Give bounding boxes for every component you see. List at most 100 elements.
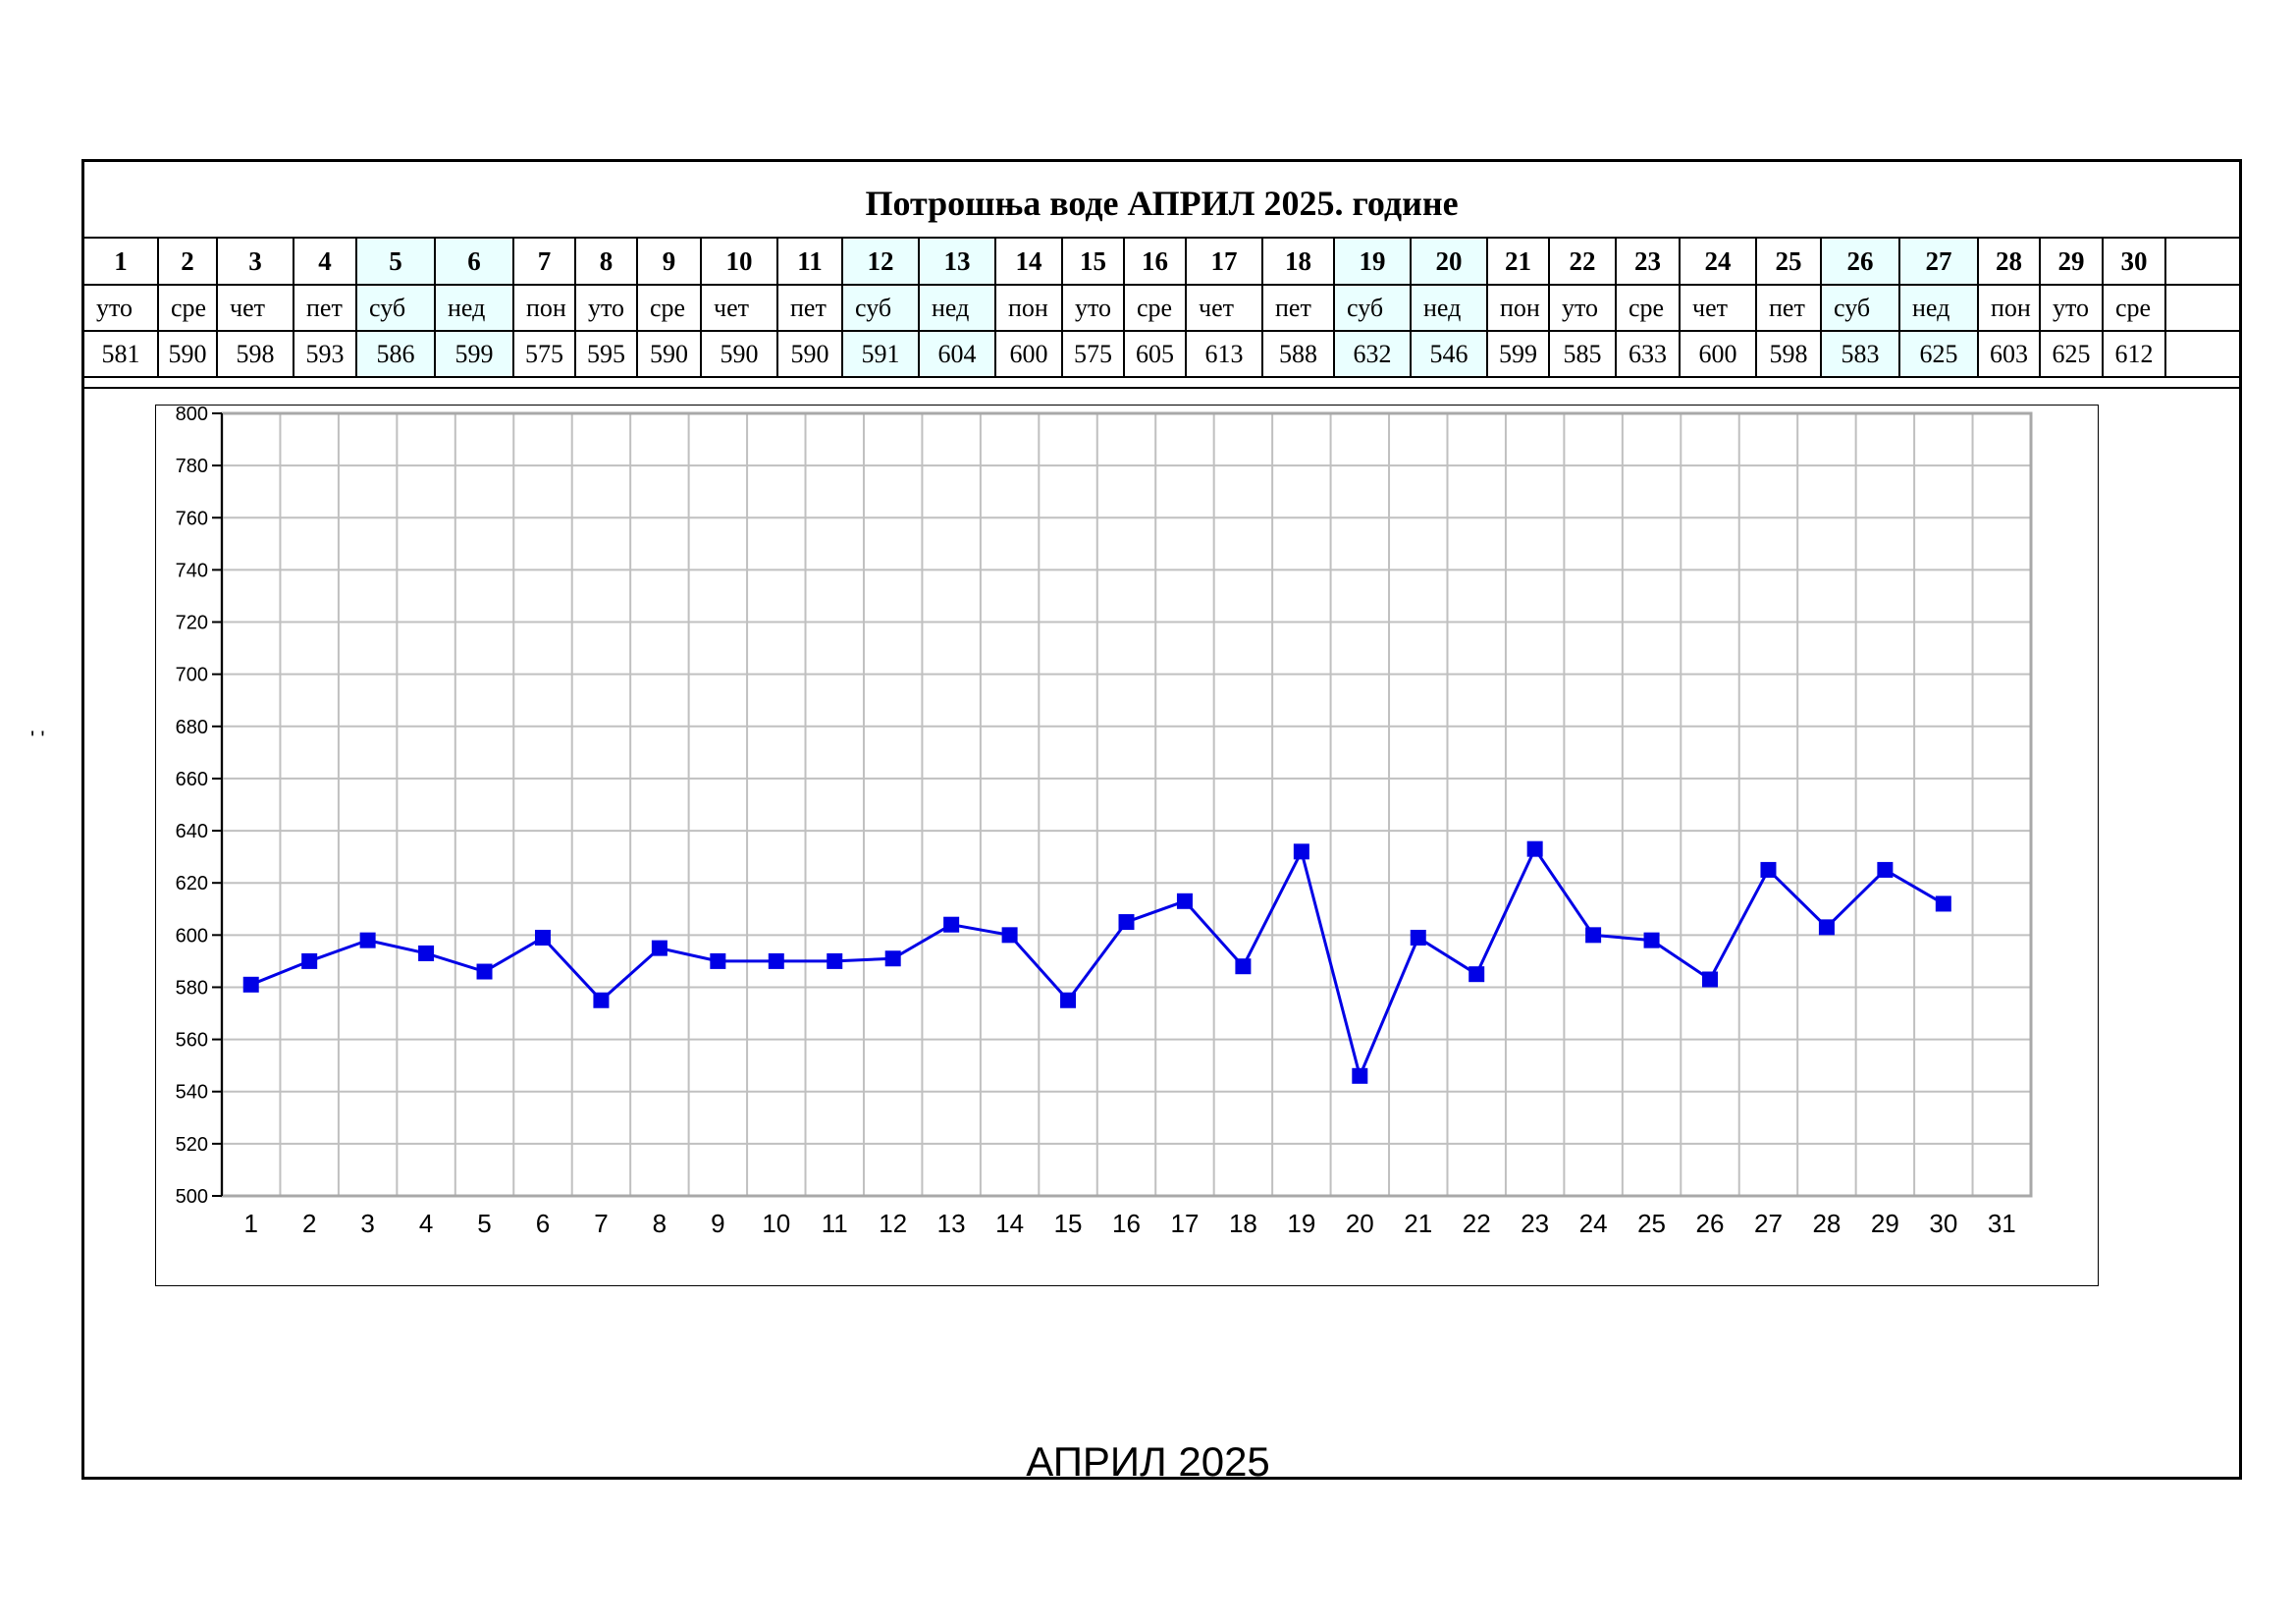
day-number-cell: 23 [1615,239,1681,286]
weekday-cell: суб [355,284,436,332]
data-point [1702,971,1719,988]
day-number-cell: 2 [157,239,218,286]
y-tick-label: 500 [176,1186,208,1208]
x-tick-label: 9 [711,1209,724,1238]
weekday-cell: сре [1123,284,1187,332]
daily-value-cell: 586 [355,330,436,378]
weekday-row: уто сре чет пет суб нед пон уто сре чет пет суб нед п… [84,284,2241,332]
daily-value-cell: 595 [574,330,638,378]
y-tick-label: 660 [176,769,208,790]
y-tick-label: 740 [176,560,208,581]
x-tick-label: 12 [879,1209,907,1238]
x-tick-label: 24 [1579,1209,1608,1238]
weekday-cell: пет [293,284,357,332]
data-point [768,952,784,969]
daily-data-table: 1 2 3 4 5 6 7 8 9 10 11 12 13 14 15 16 17 18 19 20 21 22 23 24 2… [84,239,2241,378]
day-number-cell: 7 [512,239,576,286]
weekday-cell: чет [700,284,778,332]
daily-value-cell: 590 [700,330,778,378]
x-tick-label: 30 [1929,1209,1957,1238]
weekday-cell: сре [1615,284,1681,332]
x-tick-label: 17 [1170,1209,1199,1238]
day-number-cell: 20 [1410,239,1488,286]
data-point [710,952,726,969]
day-number-cell: 3 [216,239,294,286]
day-number-cell: 6 [434,239,514,286]
x-tick-label: 10 [762,1209,790,1238]
daily-value-cell: 599 [1486,330,1550,378]
day-number-cell: 4 [293,239,357,286]
x-tick-label: 21 [1404,1209,1432,1238]
x-tick-label: 6 [536,1209,550,1238]
data-point [1060,992,1077,1008]
day-number-cell: 28 [1977,239,2041,286]
day-number-cell: 9 [636,239,702,286]
x-tick-label: 20 [1346,1209,1374,1238]
day-number-cell: 27 [1898,239,1979,286]
weekday-cell: пон [1977,284,2041,332]
weekday-cell: чет [1185,284,1263,332]
x-tick-label: 29 [1871,1209,1899,1238]
day-number-cell: 30 [2102,239,2166,286]
x-tick-label: 26 [1696,1209,1725,1238]
x-tick-label: 14 [995,1209,1024,1238]
data-point [1643,932,1660,948]
x-tick-label: 13 [937,1209,966,1238]
x-tick-label: 8 [653,1209,667,1238]
y-tick-label: 800 [176,406,208,425]
weekday-cell: сре [636,284,702,332]
data-point [1001,927,1018,944]
daily-value-cell: 590 [776,330,843,378]
daily-value-cell: 575 [512,330,576,378]
y-tick-label: 540 [176,1082,208,1104]
day-number-cell: 5 [355,239,436,286]
x-axis-label: АПРИЛ 2025 [1026,1438,1270,1485]
daily-value-cell: 581 [84,330,159,378]
plot-frame [220,411,2033,1198]
daily-value-cell: 598 [1755,330,1822,378]
y-tick-label: 560 [176,1030,208,1052]
daily-value-cell: 590 [636,330,702,378]
weekday-cell: уто [1061,284,1125,332]
day-number-cell: 19 [1333,239,1412,286]
y-tick-label: 680 [176,717,208,738]
daily-value-cell: 625 [1898,330,1979,378]
day-number-cell: 21 [1486,239,1550,286]
x-tick-label: 4 [419,1209,433,1238]
day-number-cell: 15 [1061,239,1125,286]
day-number-cell: 29 [2039,239,2104,286]
x-tick-label: 31 [1988,1209,2016,1238]
y-tick-label: 720 [176,613,208,634]
x-tick-label: 25 [1637,1209,1666,1238]
daily-value-cell: 612 [2102,330,2166,378]
data-point [1293,843,1309,860]
y-tick-label: 780 [176,456,208,477]
series-line [250,845,1945,1081]
empty-cell [2164,330,2241,378]
day-number-cell: 1 [84,239,159,286]
daily-value-cell: 546 [1410,330,1488,378]
y-tick-label: 700 [176,665,208,686]
day-number-cell: 16 [1123,239,1187,286]
data-point [418,945,435,961]
day-number-cell: 24 [1679,239,1757,286]
weekday-cell: суб [841,284,920,332]
daily-value-cell: 590 [157,330,218,378]
day-number-cell: 26 [1820,239,1900,286]
day-number-cell: 11 [776,239,843,286]
weekday-cell: пон [512,284,576,332]
data-point [1235,958,1252,975]
x-tick-label: 16 [1112,1209,1141,1238]
table-bottom-rule [84,387,2239,389]
daily-value-cell: 593 [293,330,357,378]
daily-value-cell: 598 [216,330,294,378]
data-point [1818,919,1835,936]
weekday-cell: нед [918,284,996,332]
x-tick-label: 7 [594,1209,608,1238]
y-tick-label: 520 [176,1134,208,1156]
daily-value-cell: 600 [994,330,1063,378]
daily-value-cell: 591 [841,330,920,378]
data-point [884,950,901,967]
x-tick-label: 28 [1812,1209,1841,1238]
day-number-cell: 12 [841,239,920,286]
